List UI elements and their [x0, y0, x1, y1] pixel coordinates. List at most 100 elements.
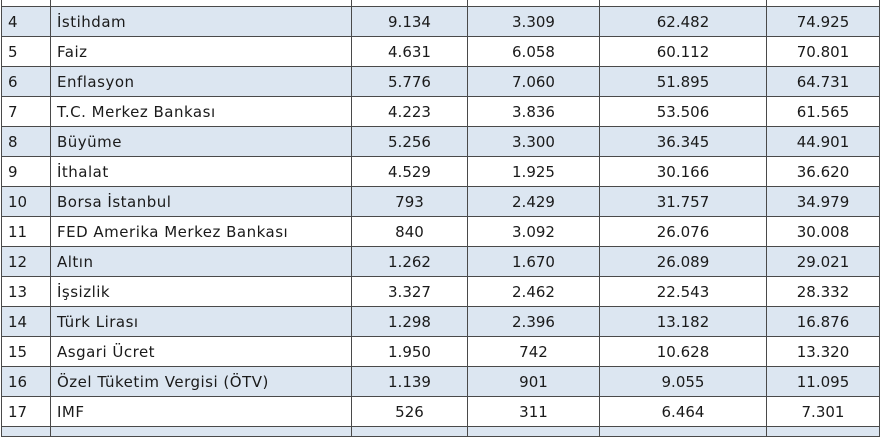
value-cell-4[interactable]: 64.731: [766, 66, 880, 97]
value-cell-1[interactable]: 526: [351, 396, 468, 427]
value-cell-3[interactable]: 10.628: [599, 336, 767, 367]
value-cell-2[interactable]: 3.309: [467, 6, 600, 37]
topic-cell[interactable]: İşsizlik: [50, 276, 352, 307]
table-row[interactable]: 15 Asgari Ücret 1.950 742 10.628 13.320: [1, 336, 880, 367]
value-cell-2[interactable]: 2.396: [467, 306, 600, 337]
topic-cell[interactable]: T.C. Merkez Bankası: [50, 96, 352, 127]
value-cell-4[interactable]: 30.008: [766, 216, 880, 247]
value-cell-1[interactable]: 4.223: [351, 96, 468, 127]
table-row[interactable]: 7 T.C. Merkez Bankası 4.223 3.836 53.506 61.5…: [1, 96, 880, 127]
value-cell-1[interactable]: 1.950: [351, 336, 468, 367]
topic-cell[interactable]: Borsa İstanbul: [50, 186, 352, 217]
value-cell-3[interactable]: 30.166: [599, 156, 767, 187]
topic-cell[interactable]: Büyüme: [50, 126, 352, 157]
value-cell-3[interactable]: 26.089: [599, 246, 767, 277]
table-row[interactable]: 14 Türk Lirası 1.298 2.396 13.182 16.876: [1, 306, 880, 337]
topic-cell[interactable]: Özel Tüketim Vergisi (ÖTV): [50, 366, 352, 397]
value-cell-1[interactable]: 3.327: [351, 276, 468, 307]
value-cell-4[interactable]: 28.332: [766, 276, 880, 307]
value-cell-1[interactable]: 840: [351, 216, 468, 247]
value-cell-3[interactable]: 22.543: [599, 276, 767, 307]
topic-cell[interactable]: Türk Lirası: [50, 306, 352, 337]
value-cell-2[interactable]: 311: [467, 396, 600, 427]
rank-cell[interactable]: 9: [1, 156, 51, 187]
value-cell-3[interactable]: 13.182: [599, 306, 767, 337]
value-cell-2[interactable]: 6.058: [467, 36, 600, 67]
value-cell-3[interactable]: 36.345: [599, 126, 767, 157]
rank-cell[interactable]: 13: [1, 276, 51, 307]
rank-cell[interactable]: 17: [1, 396, 51, 427]
topic-cell[interactable]: İthalat: [50, 156, 352, 187]
value-cell-3[interactable]: 9.055: [599, 366, 767, 397]
value-cell-1[interactable]: 4.631: [351, 36, 468, 67]
table-row[interactable]: 13 İşsizlik 3.327 2.462 22.543 28.332: [1, 276, 880, 307]
value-cell-1[interactable]: 5.256: [351, 126, 468, 157]
rank-cell[interactable]: 5: [1, 36, 51, 67]
value-cell-3[interactable]: 51.895: [599, 66, 767, 97]
value-cell-4[interactable]: 11.095: [766, 366, 880, 397]
clipped-row-bottom: [1, 426, 880, 437]
value-cell-4[interactable]: 16.876: [766, 306, 880, 337]
value-cell-4[interactable]: 61.565: [766, 96, 880, 127]
topic-cell[interactable]: FED Amerika Merkez Bankası: [50, 216, 352, 247]
rank-cell[interactable]: 16: [1, 366, 51, 397]
value-cell-1[interactable]: 793: [351, 186, 468, 217]
value-cell-3[interactable]: 62.482: [599, 6, 767, 37]
rank-cell[interactable]: 4: [1, 6, 51, 37]
rank-cell[interactable]: 11: [1, 216, 51, 247]
value-cell-3[interactable]: 6.464: [599, 396, 767, 427]
value-cell-1[interactable]: 1.139: [351, 366, 468, 397]
rank-cell[interactable]: 7: [1, 96, 51, 127]
table-row[interactable]: 16 Özel Tüketim Vergisi (ÖTV) 1.139 901 9.05…: [1, 366, 880, 397]
topic-cell[interactable]: IMF: [50, 396, 352, 427]
rank-cell[interactable]: 12: [1, 246, 51, 277]
rank-cell[interactable]: 6: [1, 66, 51, 97]
value-cell-1[interactable]: 9.134: [351, 6, 468, 37]
value-cell-1[interactable]: 1.298: [351, 306, 468, 337]
clipped-row-top: [1, 0, 880, 7]
value-cell-3[interactable]: 53.506: [599, 96, 767, 127]
rank-cell[interactable]: 14: [1, 306, 51, 337]
value-cell-4[interactable]: 13.320: [766, 336, 880, 367]
value-cell-3[interactable]: 26.076: [599, 216, 767, 247]
topic-cell[interactable]: Enflasyon: [50, 66, 352, 97]
table-row[interactable]: 9 İthalat 4.529 1.925 30.166 36.620: [1, 156, 880, 187]
value-cell-1[interactable]: 1.262: [351, 246, 468, 277]
value-cell-4[interactable]: 7.301: [766, 396, 880, 427]
value-cell-2[interactable]: 1.925: [467, 156, 600, 187]
value-cell-4[interactable]: 44.901: [766, 126, 880, 157]
value-cell-2[interactable]: 2.462: [467, 276, 600, 307]
rank-cell[interactable]: 15: [1, 336, 51, 367]
rank-cell[interactable]: 10: [1, 186, 51, 217]
value-cell-2[interactable]: 742: [467, 336, 600, 367]
value-cell-2[interactable]: 2.429: [467, 186, 600, 217]
value-cell-4[interactable]: 70.801: [766, 36, 880, 67]
topic-cell[interactable]: İstihdam: [50, 6, 352, 37]
value-cell-2[interactable]: 1.670: [467, 246, 600, 277]
rank-cell[interactable]: 8: [1, 126, 51, 157]
value-cell-2[interactable]: 3.092: [467, 216, 600, 247]
table-row[interactable]: 17 IMF 526 311 6.464 7.301: [1, 396, 880, 427]
topic-cell[interactable]: Faiz: [50, 36, 352, 67]
value-cell-3[interactable]: 60.112: [599, 36, 767, 67]
topic-cell[interactable]: Altın: [50, 246, 352, 277]
table-row[interactable]: 5 Faiz 4.631 6.058 60.112 70.801: [1, 36, 880, 67]
value-cell-4[interactable]: 36.620: [766, 156, 880, 187]
value-cell-4[interactable]: 34.979: [766, 186, 880, 217]
value-cell-4[interactable]: 29.021: [766, 246, 880, 277]
table-row[interactable]: 6 Enflasyon 5.776 7.060 51.895 64.731: [1, 66, 880, 97]
table-row[interactable]: 4 İstihdam 9.134 3.309 62.482 74.925: [1, 6, 880, 37]
value-cell-2[interactable]: 3.300: [467, 126, 600, 157]
table-row[interactable]: 11 FED Amerika Merkez Bankası 840 3.092 26.0…: [1, 216, 880, 247]
value-cell-1[interactable]: 5.776: [351, 66, 468, 97]
value-cell-2[interactable]: 901: [467, 366, 600, 397]
topic-cell[interactable]: Asgari Ücret: [50, 336, 352, 367]
value-cell-4[interactable]: 74.925: [766, 6, 880, 37]
table-row[interactable]: 8 Büyüme 5.256 3.300 36.345 44.901: [1, 126, 880, 157]
value-cell-2[interactable]: 7.060: [467, 66, 600, 97]
value-cell-1[interactable]: 4.529: [351, 156, 468, 187]
table-row[interactable]: 12 Altın 1.262 1.670 26.089 29.021: [1, 246, 880, 277]
value-cell-2[interactable]: 3.836: [467, 96, 600, 127]
table-row[interactable]: 10 Borsa İstanbul 793 2.429 31.757 34.979: [1, 186, 880, 217]
value-cell-3[interactable]: 31.757: [599, 186, 767, 217]
